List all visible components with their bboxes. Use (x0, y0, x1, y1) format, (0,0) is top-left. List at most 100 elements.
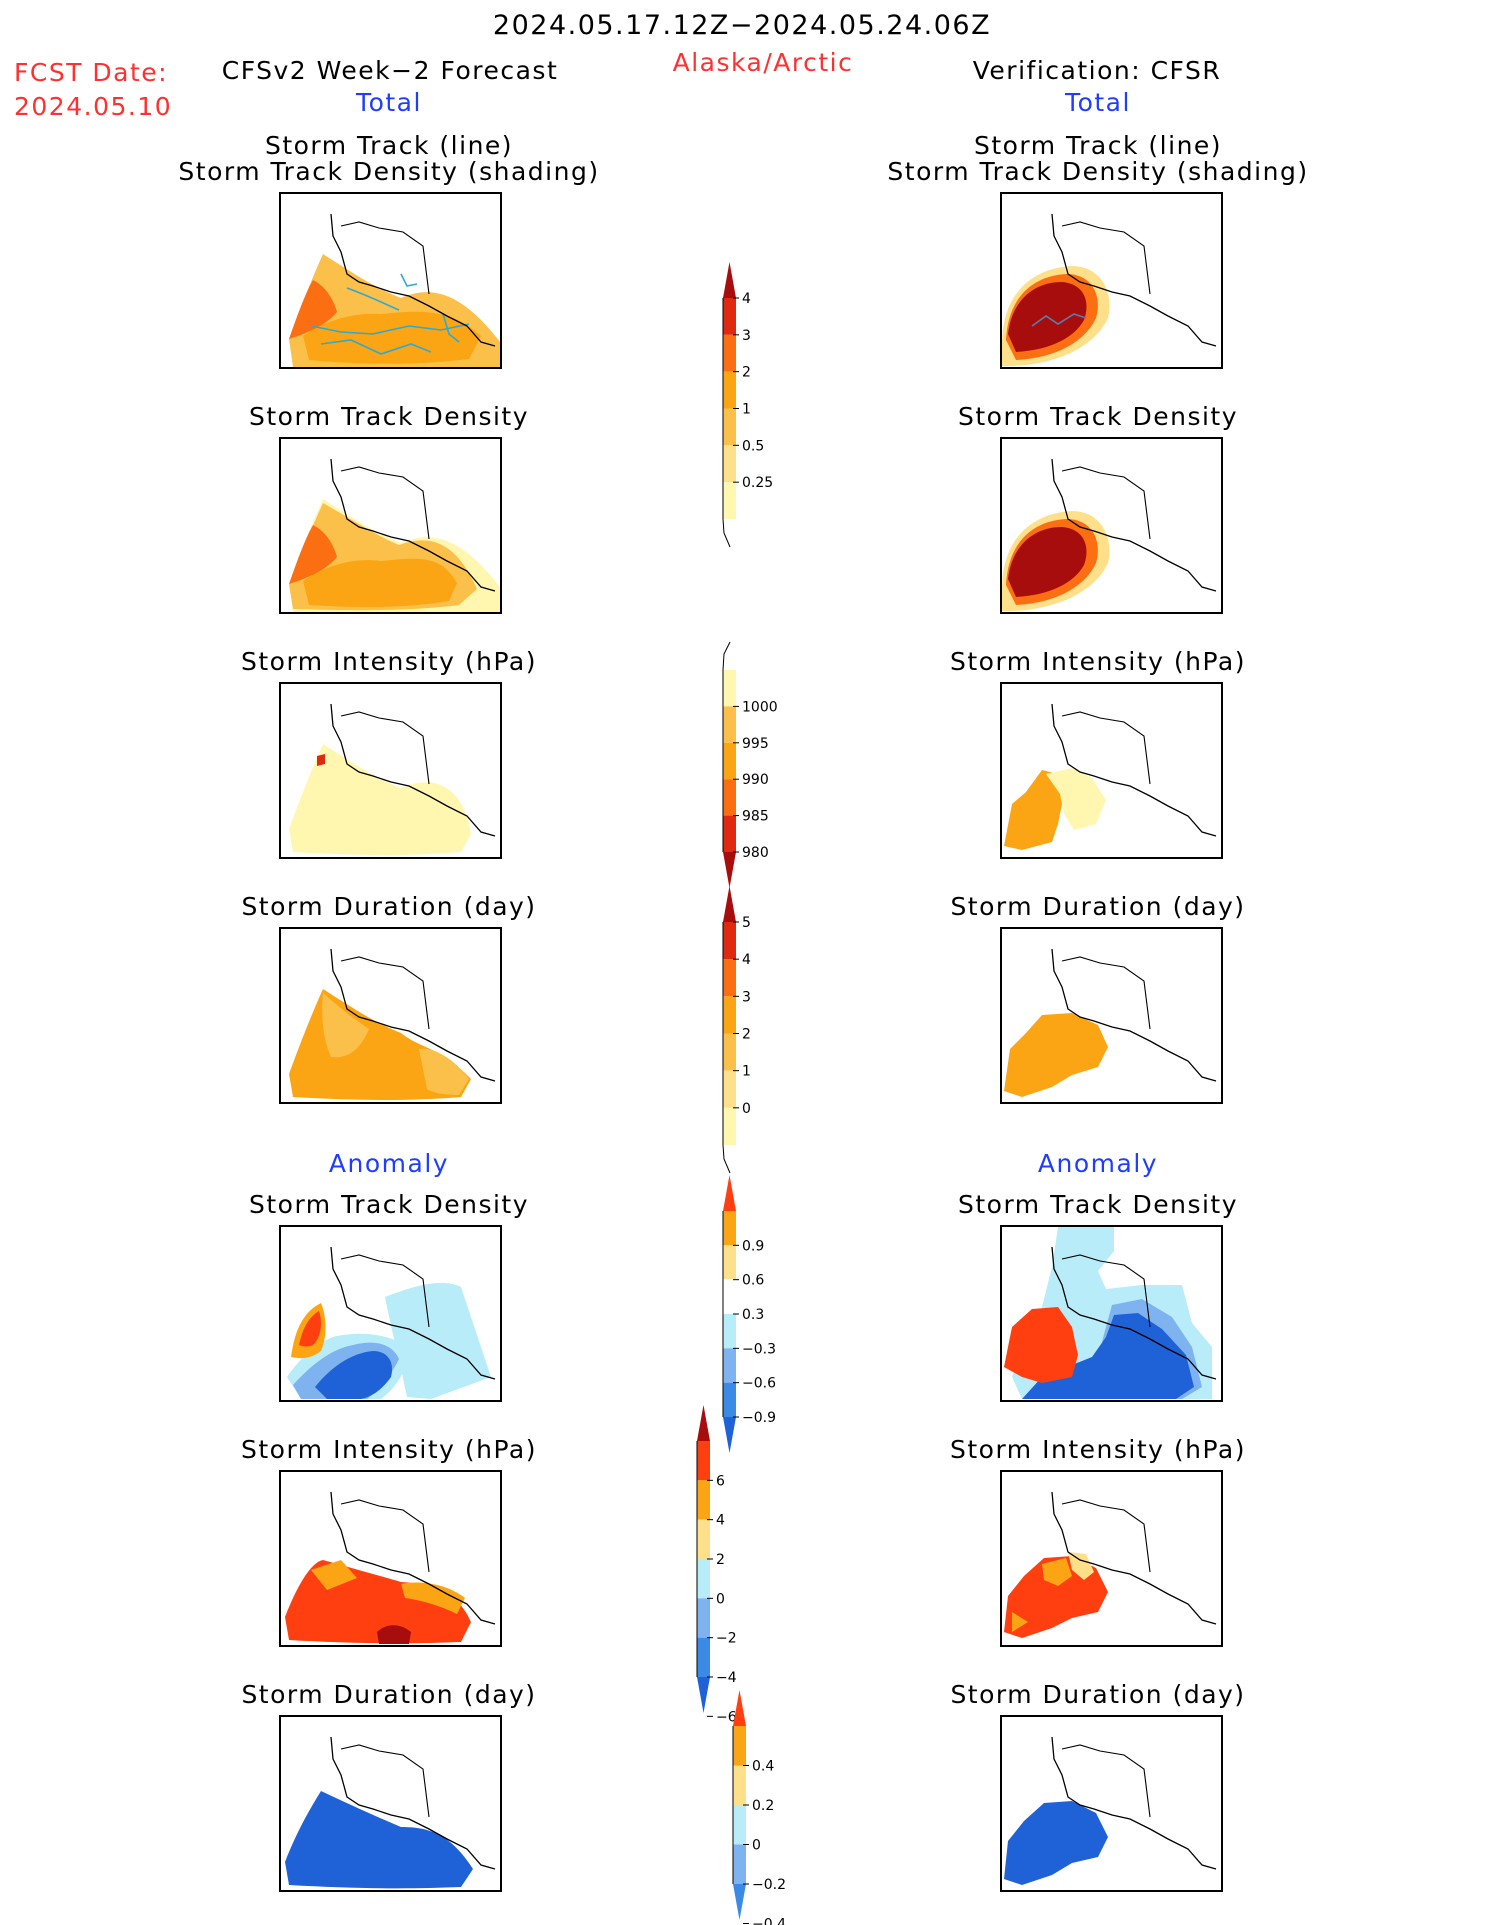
colorbar-swatch (723, 779, 736, 816)
right-anom-intensity-map-svg (1004, 1491, 1217, 1638)
colorbar-swatch (697, 1598, 710, 1638)
colorbar-tick-label: −6 (716, 1709, 737, 1725)
colorbar-tick-label: −0.4 (752, 1917, 786, 1925)
colorbar-tick-label: 0.3 (742, 1307, 764, 1323)
colorbar-tick-label: −0.2 (752, 1877, 786, 1893)
colorbar-density-anom: 0.9 0.6 0.3 −0.3 −0.6 −0.9 (718, 1175, 788, 1453)
colorbar-swatch (697, 1480, 710, 1520)
colorbar-swatch (733, 1844, 746, 1884)
colorbar-duration-anom-svg: 0.4 0.2 0 −0.2 −0.4 (732, 1690, 786, 1925)
left-density-title: Storm Track Density (248, 402, 530, 431)
colorbar-swatch (723, 334, 736, 372)
right-duration-map-svg (1004, 948, 1217, 1097)
fcst-date-value: 2024.05.10 (14, 92, 173, 121)
colorbar-swatch (723, 959, 736, 997)
colorbar-intensity-anom: 6 4 2 0 −2 −4 −6 (692, 1405, 762, 1725)
colorbar-tick-label: 1000 (742, 699, 778, 715)
colorbar-swatch (733, 1765, 746, 1805)
colorbar-swatch (722, 1279, 737, 1315)
left-intensity-map (279, 682, 502, 859)
colorbar-tick-label: −4 (716, 1670, 737, 1686)
colorbar-density-anom-svg: 0.9 0.6 0.3 −0.3 −0.6 −0.9 (722, 1175, 776, 1453)
right-density-map-svg (1002, 458, 1217, 611)
right-total-label: Total (1065, 88, 1131, 117)
colorbar-swatch (723, 996, 736, 1034)
colorbar-tick-label: −0.6 (742, 1376, 776, 1392)
colorbar-swatch (723, 1314, 736, 1349)
colorbar-tick-label: 0.9 (742, 1238, 764, 1254)
colorbar-tick-label: 0.5 (742, 438, 764, 454)
colorbar-tick-label: 0 (752, 1838, 761, 1854)
colorbar-swatch (723, 922, 736, 960)
valid-period-title: 2024.05.17.12Z−2024.05.24.06Z (492, 10, 992, 41)
colorbar-tick-label: 0.6 (742, 1273, 764, 1289)
colorbar-swatch (723, 445, 736, 483)
colorbar-tick-label: 2 (742, 365, 751, 381)
left-column-title: CFSv2 Week−2 Forecast (221, 56, 559, 85)
left-anom-duration-map-svg (285, 1736, 496, 1889)
colorbar-swatch (723, 298, 736, 335)
colorbar-swatch (723, 1175, 736, 1211)
right-column-title: Verification: CFSR (972, 56, 1222, 85)
colorbar-tick-label: 4 (716, 1513, 725, 1529)
colorbar-tick-label: 0 (742, 1101, 751, 1117)
colorbar-swatch (723, 1382, 736, 1417)
colorbar-swatch (697, 1519, 710, 1559)
colorbar-swatch (723, 1211, 736, 1246)
colorbar-intensity-total: 1000 995 990 985 980 (718, 641, 798, 888)
right-intensity-map-svg (1004, 703, 1217, 850)
colorbar-tick-label: 3 (742, 328, 751, 344)
right-anom-intensity-title: Storm Intensity (hPa) (950, 1435, 1246, 1464)
colorbar-tick-label: 995 (742, 736, 769, 752)
left-anom-intensity-map (279, 1470, 502, 1647)
colorbar-tick-label: 980 (742, 845, 769, 861)
colorbar-swatch (733, 1884, 746, 1920)
colorbar-swatch (697, 1677, 710, 1713)
colorbar-tick-label: 0.2 (752, 1798, 774, 1814)
left-anom-density-map-svg (287, 1246, 496, 1399)
colorbar-duration-total: 0 1 2 3 4 5 (718, 886, 788, 1174)
colorbar-tail (722, 518, 731, 548)
colorbar-tick-label: 1 (742, 402, 751, 418)
colorbar-swatch (733, 1690, 746, 1726)
colorbar-tick-label: 0 (716, 1591, 725, 1607)
left-anom-duration-title: Storm Duration (day) (241, 1680, 537, 1709)
left-duration-title: Storm Duration (day) (241, 892, 537, 921)
right-anom-density-map-svg (1004, 1227, 1217, 1399)
colorbar-swatch (723, 482, 736, 519)
colorbar-swatch (723, 1033, 736, 1071)
colorbar-swatch (723, 1348, 736, 1383)
colorbar-tick-label: 985 (742, 809, 769, 825)
left-anomaly-label: Anomaly (328, 1149, 450, 1178)
right-anom-intensity-map (1000, 1470, 1223, 1647)
colorbar-tick-label: 1 (742, 1064, 751, 1080)
right-track-map-svg (1002, 213, 1217, 366)
colorbar-swatch (723, 815, 736, 852)
colorbar-swatch (723, 1070, 736, 1108)
colorbar-swatch (723, 852, 736, 888)
left-track-line-title: Storm Track (line) (264, 131, 514, 160)
colorbar-intensity-total-svg: 1000 995 990 985 980 (722, 641, 778, 888)
right-intensity-map (1000, 682, 1223, 859)
colorbar-tick-label: 5 (742, 915, 751, 931)
colorbar-tick-label: 990 (742, 772, 769, 788)
colorbar-tick-label: −0.9 (742, 1410, 776, 1426)
colorbar-tick-label: 2 (716, 1552, 725, 1568)
left-duration-map (279, 927, 502, 1104)
colorbar-swatch (723, 371, 736, 409)
colorbar-swatch (723, 1107, 736, 1145)
colorbar-swatch (723, 670, 736, 707)
left-anom-intensity-map-svg (285, 1491, 496, 1644)
left-density-map (279, 437, 502, 614)
fcst-date-label: FCST Date: (14, 58, 169, 87)
left-anom-duration-map (279, 1715, 502, 1892)
right-anom-density-map (1000, 1225, 1223, 1402)
left-track-shading-title: Storm Track Density (shading) (178, 157, 600, 186)
right-anom-duration-title: Storm Duration (day) (950, 1680, 1246, 1709)
colorbar-swatch (697, 1637, 710, 1677)
left-track-map-svg (289, 213, 500, 367)
region-title: Alaska/Arctic (672, 48, 854, 77)
colorbar-tick-label: 4 (742, 952, 751, 968)
left-density-map-svg (289, 458, 500, 612)
colorbar-tick-label: −2 (716, 1631, 737, 1647)
